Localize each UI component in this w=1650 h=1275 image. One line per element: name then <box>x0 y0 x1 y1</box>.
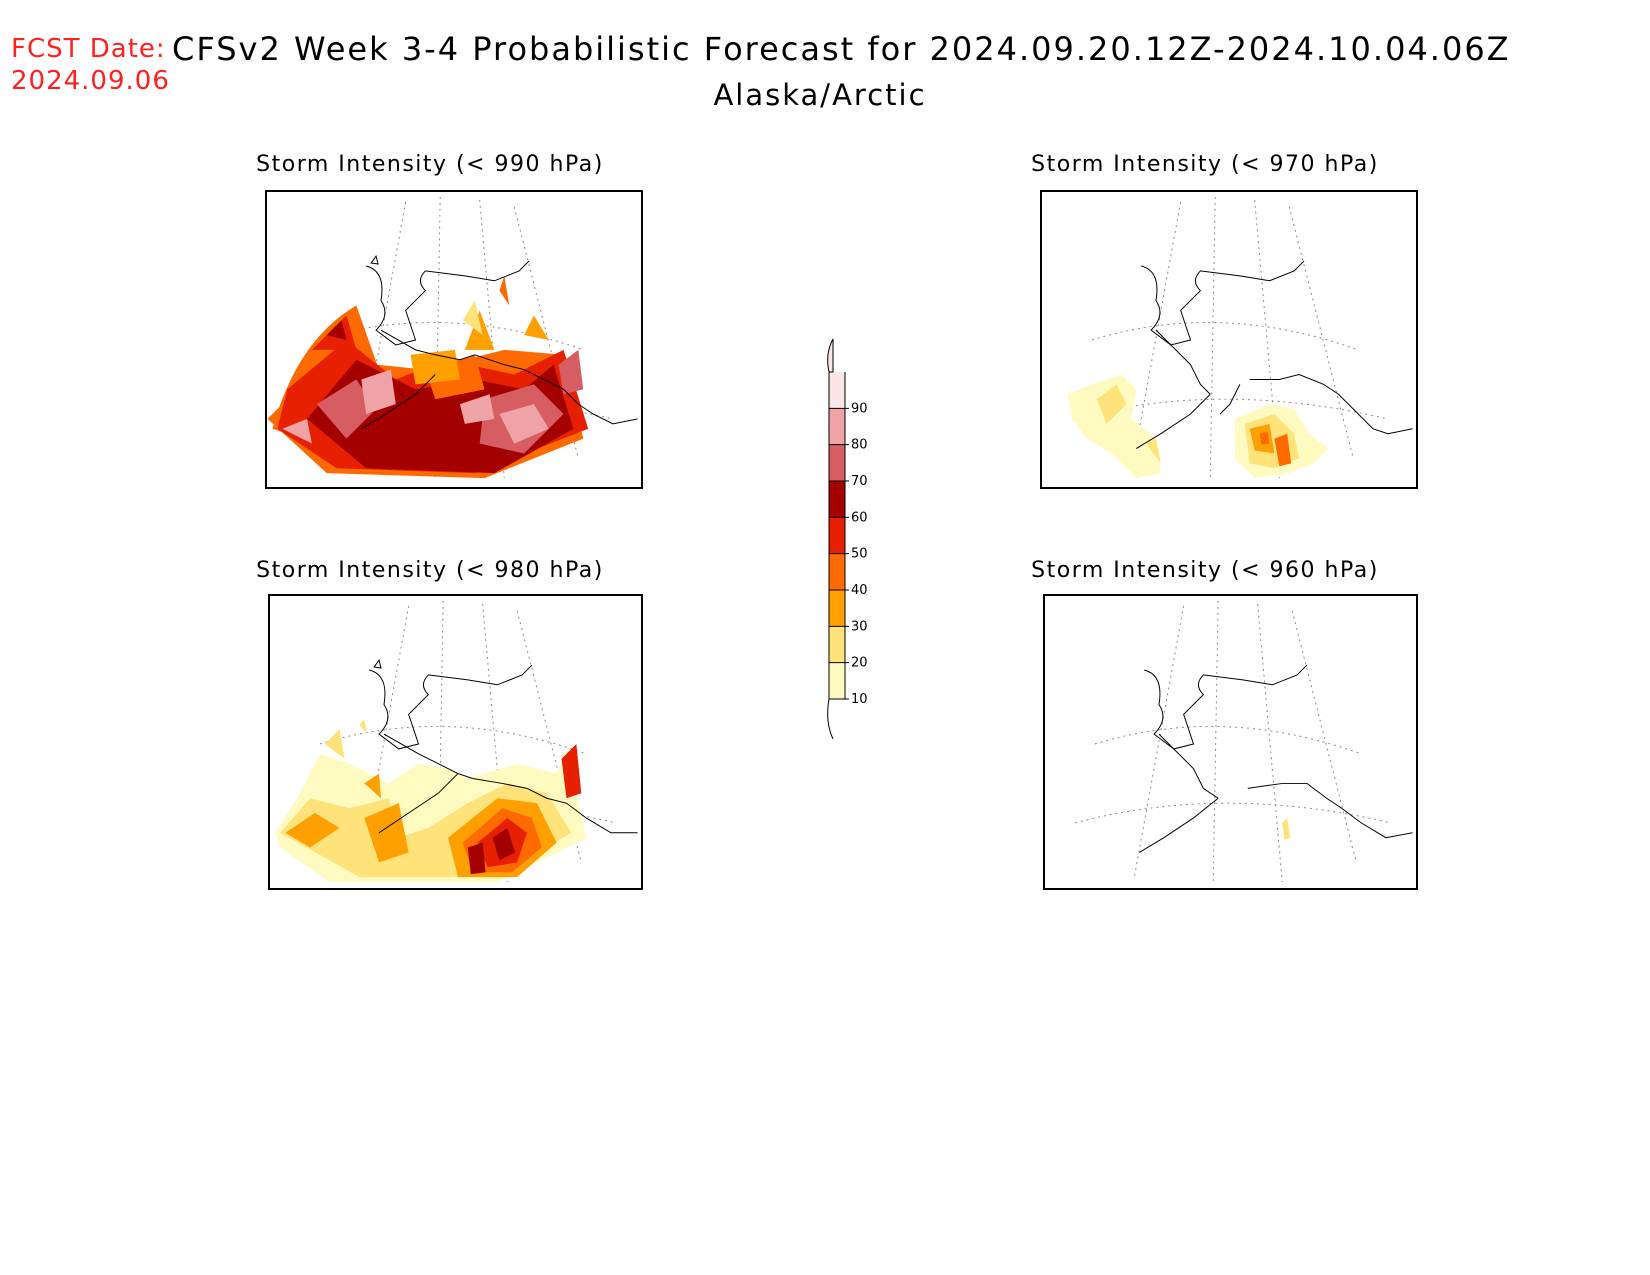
colorbar-swatch <box>829 408 845 445</box>
colorbar-label: 90 <box>851 401 868 416</box>
panel-title-970: Storm Intensity (< 970 hPa) <box>1031 152 1379 177</box>
map-970-svg <box>1067 196 1413 479</box>
colorbar-label: 20 <box>851 656 868 671</box>
map-990-svg <box>267 196 638 479</box>
colorbar-swatches <box>828 372 846 699</box>
probability-colorbar: 10 20 30 40 50 60 70 80 90 <box>827 338 868 740</box>
map-panel-990 <box>265 190 643 489</box>
colorbar-labels: 10 20 30 40 50 60 70 80 90 <box>829 401 868 707</box>
colorbar-border <box>828 372 846 699</box>
colorbar-swatch <box>829 517 845 554</box>
panel-title-990: Storm Intensity (< 990 hPa) <box>256 152 604 177</box>
probability-shading-970 <box>1067 374 1329 479</box>
figure-title: CFSv2 Week 3-4 Probabilistic Forecast fo… <box>172 30 1511 68</box>
colorbar-bottom-arrow <box>827 698 834 740</box>
forecast-date-value: 2024.09.06 <box>11 66 170 96</box>
colorbar-swatch <box>829 372 845 409</box>
map-panel-970 <box>1040 190 1418 489</box>
colorbar-label: 60 <box>851 510 868 525</box>
coastline-970 <box>1136 260 1413 449</box>
colorbar-swatch <box>829 662 845 699</box>
colorbar-label: 40 <box>851 583 868 598</box>
probability-shading-990 <box>267 275 589 479</box>
colorbar-swatch <box>829 444 845 481</box>
colorbar-label: 80 <box>851 438 868 453</box>
colorbar-swatch <box>829 481 845 518</box>
colorbar-swatch <box>829 626 845 663</box>
colorbar-label: 70 <box>851 474 868 489</box>
colorbar-swatch <box>829 553 845 590</box>
region-subtitle: Alaska/Arctic <box>713 78 927 112</box>
colorbar-swatch <box>829 590 845 627</box>
colorbar-top-arrow <box>827 338 834 373</box>
colorbar-label: 30 <box>851 619 868 634</box>
colorbar-label: 50 <box>851 547 868 562</box>
map-980-svg <box>275 600 638 883</box>
panel-title-960: Storm Intensity (< 960 hPa) <box>1031 558 1379 583</box>
coastline-990 <box>361 254 638 430</box>
probability-shading-980 <box>275 719 587 883</box>
map-960-svg <box>1075 600 1413 883</box>
coastline-960 <box>1138 664 1413 853</box>
colorbar-label: 10 <box>851 692 868 707</box>
map-panel-980 <box>268 594 643 890</box>
panel-title-980: Storm Intensity (< 980 hPa) <box>256 558 604 583</box>
map-panel-960 <box>1043 594 1418 890</box>
forecast-date-label: FCST Date: <box>11 34 166 64</box>
coastline-980 <box>369 658 638 834</box>
probability-shading-960 <box>1282 817 1291 840</box>
